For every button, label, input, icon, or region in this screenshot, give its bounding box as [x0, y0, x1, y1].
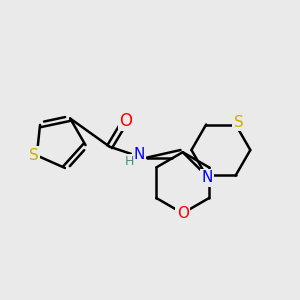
Text: O: O [119, 112, 133, 130]
Text: N: N [202, 170, 213, 185]
Text: S: S [29, 148, 38, 163]
Text: O: O [177, 206, 189, 221]
Text: N: N [134, 147, 145, 162]
Text: H: H [124, 155, 134, 169]
Text: S: S [234, 115, 244, 130]
